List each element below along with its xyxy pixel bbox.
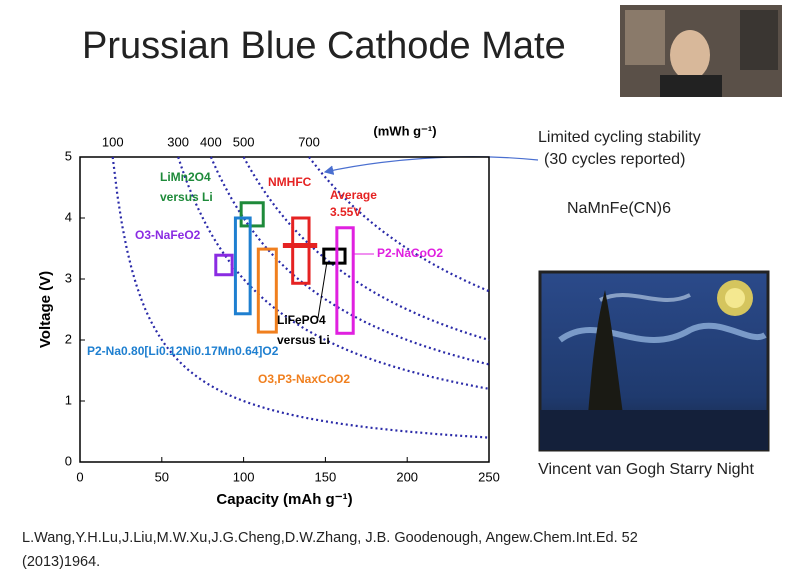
y-axis-title: Voltage (V)	[37, 271, 54, 348]
top-tick-label: 100	[102, 134, 124, 149]
material-label: O3-NaFeO2	[135, 228, 201, 242]
material-label: P2-Na0.80[Li0.12Ni0.17Mn0.64]O2	[87, 344, 279, 358]
material-box	[322, 247, 347, 265]
top-tick-label: 500	[233, 134, 255, 149]
webcam	[620, 5, 782, 97]
x-tick-label: 150	[315, 469, 337, 484]
material-label: versus Li	[277, 333, 330, 347]
x-tick-label: 200	[396, 469, 418, 484]
slide-title: Prussian Blue Cathode Mate	[82, 25, 566, 67]
y-tick-label: 3	[65, 270, 72, 285]
plot-frame	[79, 156, 490, 463]
x-tick-label: 250	[478, 469, 500, 484]
average-label: 3.55V	[330, 205, 361, 219]
material-label: LiFePO4	[277, 313, 326, 327]
painting	[538, 270, 770, 452]
citation: (2013)1964.	[22, 554, 100, 570]
top-tick-label: 300	[167, 134, 189, 149]
top-axis-title: (mWh g⁻¹)	[373, 123, 436, 138]
citation: L.Wang,Y.H.Lu,J.Liu,M.W.Xu,J.G.Cheng,D.W…	[22, 530, 638, 546]
y-tick-label: 2	[65, 331, 72, 346]
energy-curve	[111, 156, 490, 439]
top-tick-label: 700	[298, 134, 320, 149]
y-tick-label: 5	[65, 148, 72, 163]
painting-caption: Vincent van Gogh Starry Night	[538, 461, 754, 478]
material-box	[239, 201, 265, 228]
x-axis-title: Capacity (mAh g⁻¹)	[216, 491, 352, 508]
y-tick-label: 0	[65, 453, 72, 468]
material-label: NMHFC	[268, 175, 312, 189]
annotation: Limited cycling stability	[538, 129, 701, 146]
material-label: P2-NaCoO2	[377, 246, 443, 260]
y-tick-label: 1	[65, 392, 72, 407]
x-tick-label: 100	[233, 469, 255, 484]
material-label: versus Li	[160, 190, 213, 204]
material-box	[291, 216, 311, 285]
material-box	[214, 253, 234, 277]
formula: NaMnFe(CN)6	[567, 200, 671, 217]
material-label: LiMn2O4	[160, 170, 211, 184]
material-box	[233, 216, 252, 316]
annotation: (30 cycles reported)	[544, 151, 685, 168]
label-pointer	[317, 263, 328, 319]
x-tick-label: 0	[76, 469, 83, 484]
annotation-arrow	[323, 156, 539, 175]
top-tick-label: 400	[200, 134, 222, 149]
energy-curve	[242, 156, 490, 342]
material-label: O3,P3-NaxCoO2	[258, 372, 350, 386]
energy-curve	[308, 156, 490, 293]
material-box	[335, 226, 355, 335]
y-tick-label: 4	[65, 209, 72, 224]
x-tick-label: 50	[155, 469, 169, 484]
energy-curve	[177, 156, 490, 390]
average-label: Average	[330, 188, 377, 202]
material-box	[256, 247, 278, 334]
